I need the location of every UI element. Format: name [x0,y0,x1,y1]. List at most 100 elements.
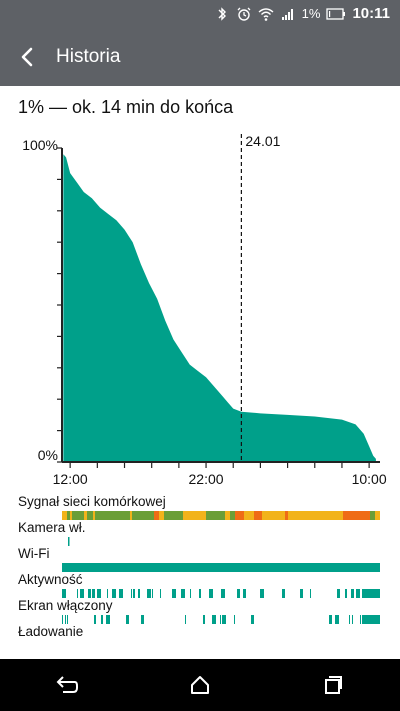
track-segment [318,511,322,520]
track-segment [186,511,190,520]
track-segment [93,511,95,520]
track-label: Kamera wł. [18,520,86,535]
track-segment [77,589,78,598]
track-segment [337,589,340,598]
track-segment [130,511,132,520]
track-segment [254,511,262,520]
track-segment [262,511,264,520]
back-button[interactable] [6,35,50,79]
track-segment [247,511,254,520]
nav-recents-button[interactable] [303,663,363,707]
track-label: Wi-Fi [18,546,50,561]
track-segment [360,615,361,624]
battery-summary: 1% — ok. 14 min do końca [18,97,234,117]
track-segment [97,511,100,520]
track-segment [152,589,153,598]
track-segment [65,615,66,624]
track-segment [343,511,348,520]
track-segment [95,511,97,520]
nav-home-icon [190,676,209,694]
track-segment [122,511,130,520]
track-segment [97,589,101,598]
track-segment [107,589,108,598]
track-segment [251,615,254,624]
track-segment [296,511,298,520]
track-segment [211,511,218,520]
track-segment [159,511,164,520]
track-segment [209,589,213,598]
track-label: Aktywność [18,572,83,587]
x-tick-label: 10:00 [352,471,387,487]
track-segment [88,589,91,598]
track-segment [77,511,84,520]
track-segment [208,511,211,520]
track-segment [322,511,327,520]
track-segment [352,615,353,624]
status-bar: 1% 10:11 [0,0,400,28]
track-segment [185,615,186,624]
track-bar-activity [62,589,380,598]
track-segment [285,511,288,520]
track-segment [260,589,264,598]
track-bar-signal [62,511,380,520]
track-bar-wifi [62,563,380,572]
track-segment [72,511,77,520]
track-segment [312,511,316,520]
track-segment [62,563,380,572]
track-segment [62,589,66,598]
back-arrow-icon [21,47,33,67]
track-segment [67,511,70,520]
track-segment [203,615,205,624]
track-segment [294,511,296,520]
track-segment [68,537,70,546]
track-segment [362,615,380,624]
track-segment [310,589,311,598]
track-segment [138,589,140,598]
track-segment [87,511,93,520]
track-segment [349,615,350,624]
track-segment [112,589,116,598]
track-segment [172,589,176,598]
track-segment [70,511,72,520]
track-segment [335,615,339,624]
track-segment [277,511,282,520]
track-segment [147,589,151,598]
track-segment [316,511,318,520]
track-segment [154,511,159,520]
track-segment [100,511,107,520]
bluetooth-icon [218,6,226,21]
track-segment [329,615,332,624]
track-segment [62,615,63,624]
battery-icon [326,7,346,20]
track-bar-screen [62,615,380,624]
track-segment [220,511,225,520]
track-segment [235,511,244,520]
track-segment [133,589,135,598]
track-segment [67,615,68,624]
track-segment [272,511,277,520]
track-segment [327,511,336,520]
battery-percent: 1% [301,6,321,21]
alarm-icon [237,7,251,21]
track-segment [173,511,178,520]
track-segment [264,511,272,520]
track-segment [234,615,235,624]
track-segment [107,511,116,520]
track-segment [141,615,144,624]
signal-icon [281,8,293,20]
track-segment [282,589,285,598]
track-segment [62,511,67,520]
track-segment [164,511,173,520]
status-icons: 1% 10:11 [214,5,390,22]
track-segment [351,589,354,598]
nav-home-button[interactable] [170,663,230,707]
track-segment [288,511,294,520]
day-marker-label: 24.01 [245,133,280,149]
nav-back-button[interactable] [37,663,97,707]
track-segment [282,511,285,520]
track-segment [178,511,183,520]
track-segment [300,589,303,598]
track-segment [338,511,343,520]
x-tick-label: 22:00 [189,471,224,487]
track-segment [80,589,84,598]
